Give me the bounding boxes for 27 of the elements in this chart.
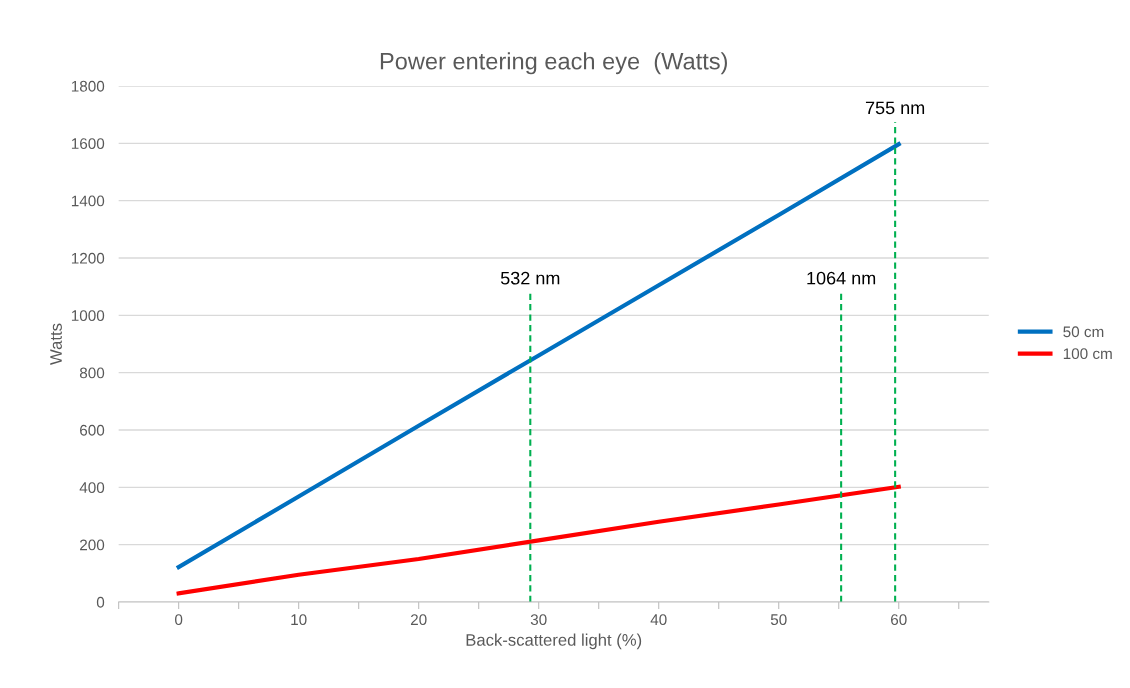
line-series [176, 484, 901, 596]
y-tick-label: 200 [80, 539, 105, 551]
x-tick-label: 30 [530, 614, 547, 626]
legend-label: 50 cm [1063, 326, 1104, 338]
x-tick-label: 10 [291, 614, 307, 626]
x-tick-label: 20 [410, 614, 427, 626]
y-tick-label: 1000 [71, 310, 105, 322]
y-tick-label: 1600 [71, 138, 105, 150]
y-tick-label: 400 [79, 482, 105, 494]
legend-label: 100 cm [1063, 348, 1112, 360]
ref-line-label: 532 nm [500, 271, 560, 285]
y-tick-label: 1800 [71, 80, 105, 92]
chart-title: Power entering each eye (Watts) [380, 52, 727, 75]
x-tick-label: 50 [770, 614, 787, 626]
y-tick-label: 1400 [71, 195, 105, 207]
x-tick-label: 0 [175, 614, 183, 626]
y-tick-label: 1200 [71, 252, 105, 264]
line-series [176, 142, 901, 570]
y-tick-label: 800 [79, 367, 105, 379]
y-tick-label: 0 [96, 596, 105, 608]
x-tick-label: 60 [891, 614, 907, 626]
ref-line-label: 1064 nm [807, 271, 876, 285]
y-tick-label: 600 [80, 424, 105, 436]
ref-line-label: 755 nm [865, 101, 925, 115]
x-axis-title: Back-scattered light (%) [466, 633, 642, 650]
x-tick-label: 40 [650, 614, 667, 626]
y-axis-title: Watts [50, 323, 62, 365]
